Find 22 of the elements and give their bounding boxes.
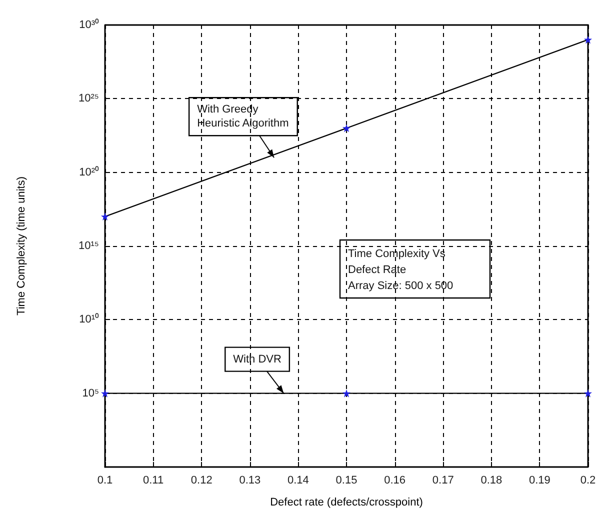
- x-tick-label: 0.19: [528, 474, 550, 486]
- x-tick-label: 0.14: [287, 474, 309, 486]
- x-tick-label: 0.17: [432, 474, 454, 486]
- y-axis-title: Time Complexity (time units): [16, 176, 28, 316]
- x-tick-label: 0.1: [97, 474, 113, 486]
- annotation: With DVR: [233, 353, 282, 366]
- y-tick-label: 10⁵: [82, 387, 99, 400]
- y-tick-label: 10²⁵: [78, 92, 99, 105]
- y-tick-label: 10¹⁵: [78, 240, 99, 252]
- x-tick-label: 0.11: [143, 474, 164, 486]
- x-tick-label: 0.2: [580, 474, 596, 486]
- x-tick-label: 0.15: [336, 474, 358, 486]
- x-axis-title: Defect rate (defects/crosspoint): [270, 496, 423, 508]
- x-tick-label: 0.18: [480, 474, 502, 486]
- y-tick-label: 10¹⁰: [79, 312, 99, 326]
- annotation: With Greedy Heuristic Algorithm: [197, 104, 289, 130]
- x-tick-label: 0.13: [239, 474, 261, 486]
- y-tick-label: 10³⁰: [79, 18, 99, 31]
- x-tick-label: 0.12: [190, 474, 212, 486]
- y-tick-label: 10²⁰: [79, 165, 99, 178]
- annotation: Time Complexity Vs Defect Rate Array Size: 500 x 500: [348, 248, 454, 292]
- x-tick-label: 0.16: [384, 474, 406, 486]
